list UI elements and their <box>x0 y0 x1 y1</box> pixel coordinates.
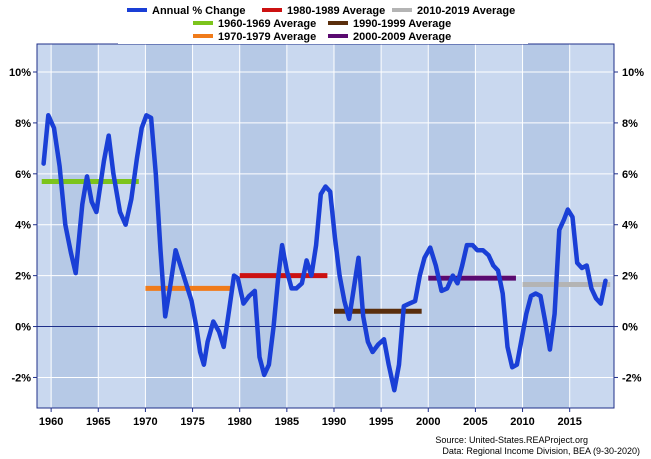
legend-label-3: 1960-1969 Average <box>218 18 316 30</box>
x-tick-label-8: 2000 <box>416 416 440 428</box>
y-tick-label-right-1: 0% <box>622 322 638 334</box>
legend: Annual % Change 1980-1989 Average 2010-201… <box>118 0 528 44</box>
source-line-1: Source: United-States.REAProject.org <box>435 435 588 445</box>
y-tick-label-left-0: -2% <box>11 372 31 384</box>
y-tick-label-right-4: 6% <box>622 169 638 181</box>
x-tick-label-11: 2015 <box>557 416 581 428</box>
x-tick-label-0: 1960 <box>39 416 63 428</box>
band-4 <box>428 44 476 408</box>
x-tick-label-4: 1980 <box>227 416 251 428</box>
y-tick-label-right-3: 4% <box>622 220 638 232</box>
x-tick-label-3: 1975 <box>180 416 204 428</box>
legend-label-1: 1980-1989 Average <box>287 5 385 17</box>
series-lines <box>41 113 608 393</box>
y-tick-label-right-2: 2% <box>622 271 638 283</box>
x-tick-label-10: 2010 <box>510 416 534 428</box>
y-tick-label-left-3: 4% <box>15 220 31 232</box>
x-tick-label-1: 1965 <box>86 416 110 428</box>
y-tick-label-right-5: 8% <box>622 118 638 130</box>
series-line-0 <box>41 113 608 393</box>
legend-label-2: 2010-2019 Average <box>417 5 515 17</box>
legend-label-5: 1970-1979 Average <box>218 31 316 43</box>
x-tick-label-5: 1985 <box>275 416 299 428</box>
source-line-2: Data: Regional Income Division, BEA (9-3… <box>442 446 640 456</box>
x-tick-label-6: 1990 <box>322 416 346 428</box>
legend-label-0: Annual % Change <box>152 5 246 17</box>
y-tick-label-right-0: -2% <box>622 372 642 384</box>
legend-label-4: 1990-1999 Average <box>353 18 451 30</box>
y-tick-label-left-1: 0% <box>15 322 31 334</box>
y-tick-label-left-6: 10% <box>9 67 31 79</box>
band-3 <box>333 44 382 408</box>
x-axis: 1960 1965 1970 1975 1980 1985 1990 1995 2000 2005… <box>39 408 582 428</box>
band-2 <box>239 44 287 408</box>
y-tick-label-right-6: 10% <box>622 67 644 79</box>
legend-label-6: 2000-2009 Average <box>353 31 451 43</box>
y-tick-label-left-4: 6% <box>15 169 31 181</box>
y-tick-label-left-2: 2% <box>15 271 31 283</box>
y-axis-right: -2% 0% 2% 4% 6% 8% 10% <box>614 67 644 384</box>
band-1 <box>145 44 193 408</box>
source-note: Source: United-States.REAProject.org Dat… <box>435 435 640 456</box>
legend-box <box>118 0 528 44</box>
x-tick-label-2: 1970 <box>133 416 157 428</box>
y-tick-label-left-5: 8% <box>15 118 31 130</box>
y-axis-left: -2% 0% 2% 4% 6% 8% 10% <box>9 67 37 384</box>
x-tick-label-7: 1995 <box>369 416 393 428</box>
band-0 <box>51 44 99 408</box>
shaded-bands <box>51 44 570 408</box>
x-tick-label-9: 2005 <box>463 416 487 428</box>
